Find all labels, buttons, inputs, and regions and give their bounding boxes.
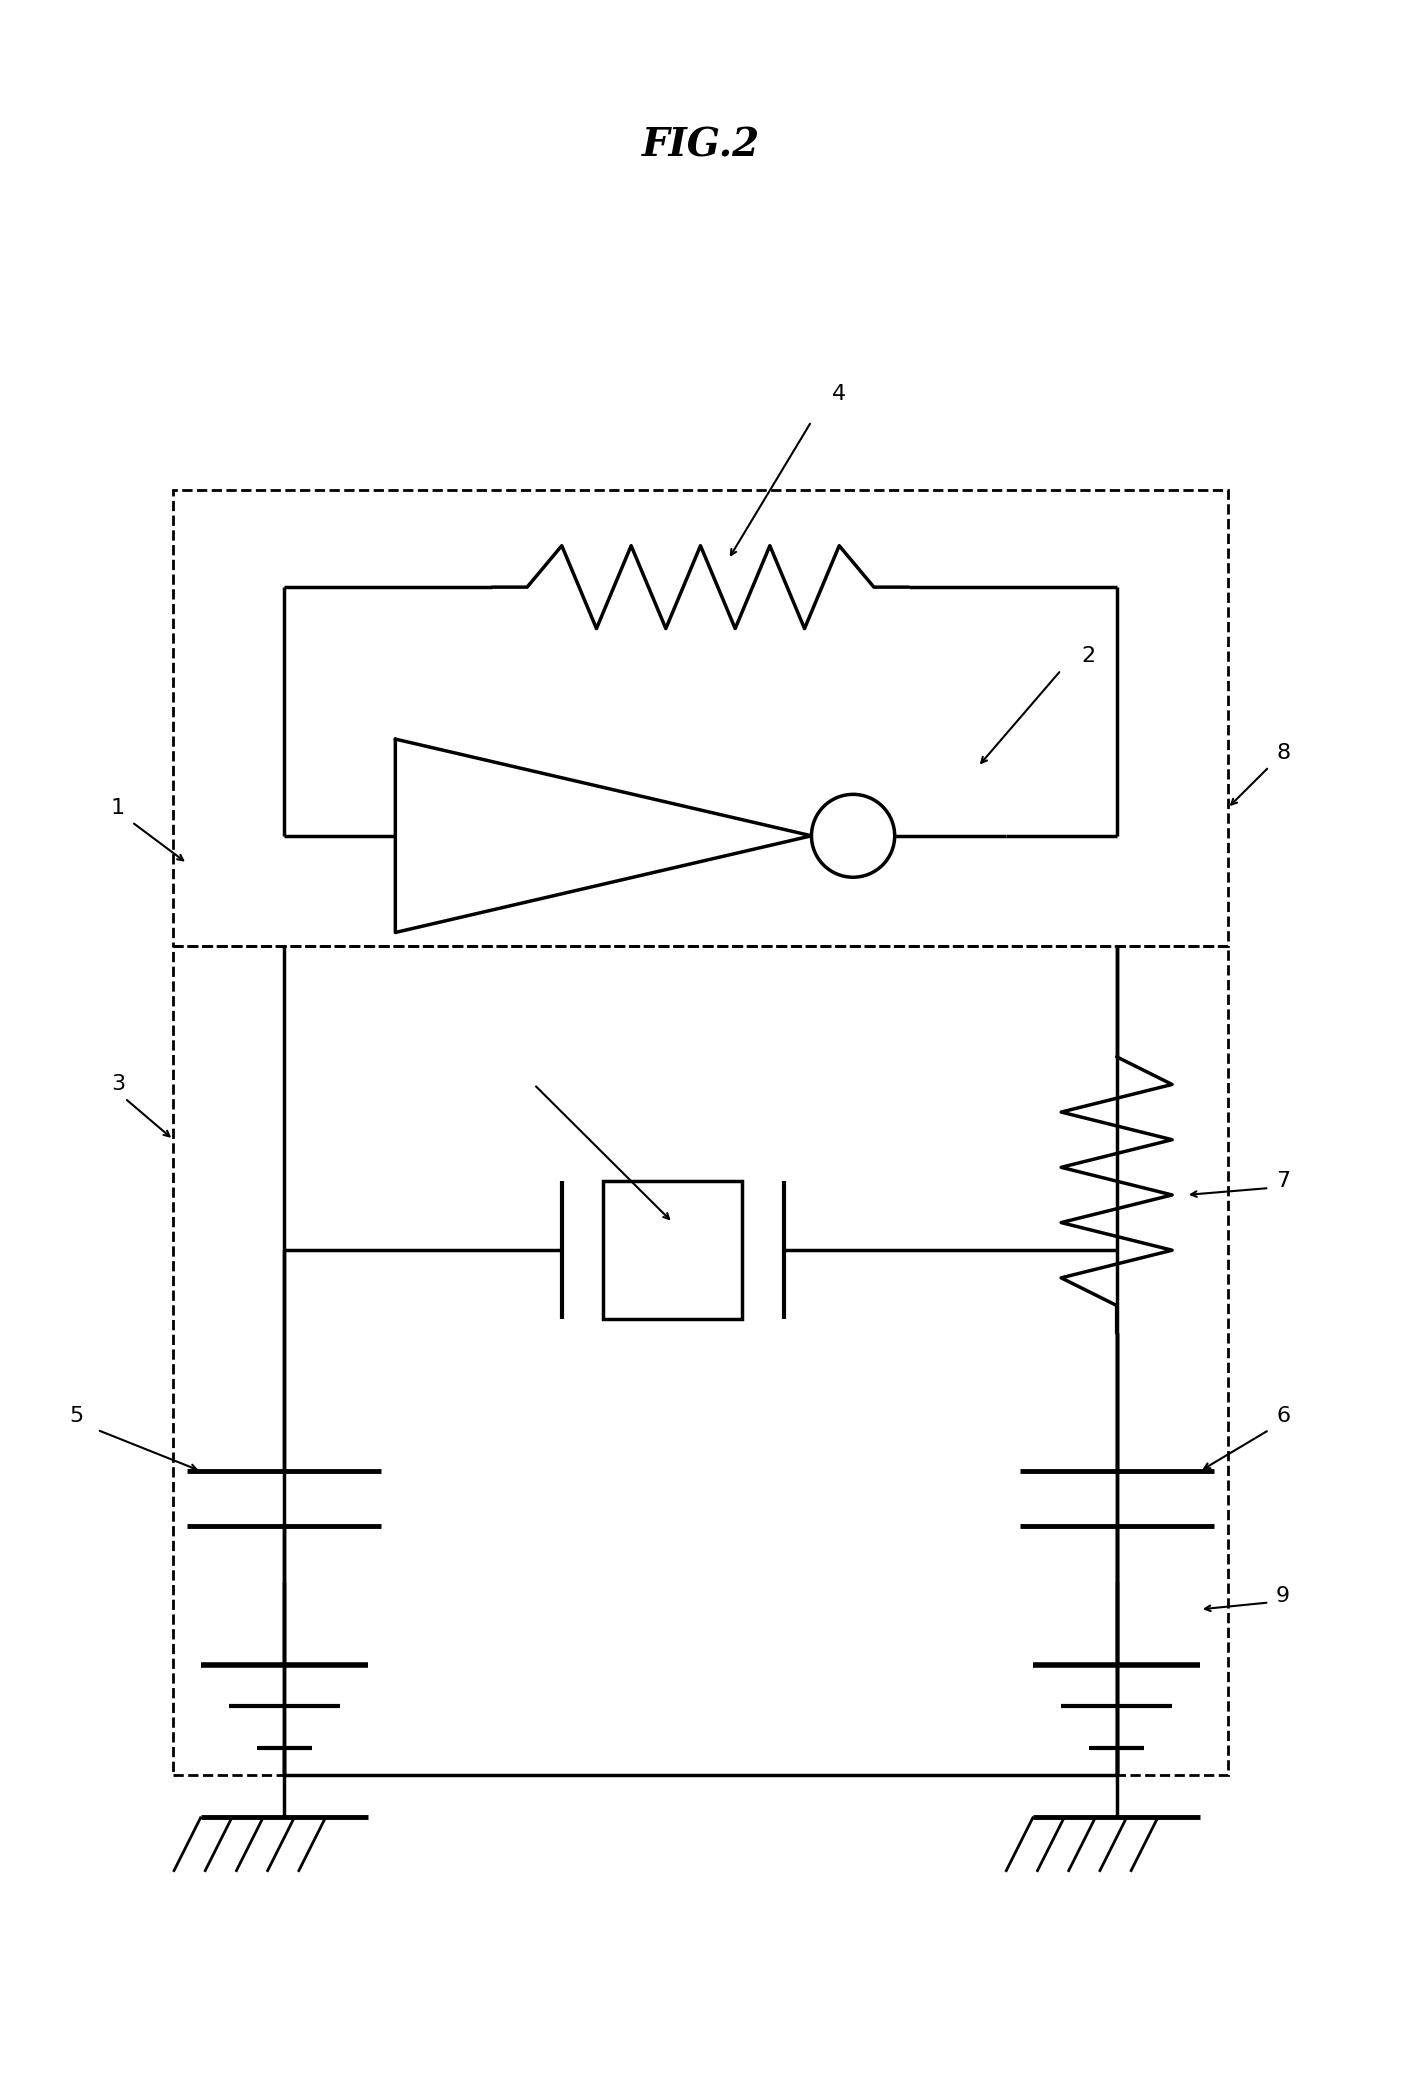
- Text: 7: 7: [1276, 1170, 1290, 1191]
- Bar: [604, 1181, 743, 1318]
- Text: 2: 2: [1082, 647, 1096, 665]
- Text: 5: 5: [69, 1406, 84, 1427]
- Text: 6: 6: [1276, 1406, 1290, 1427]
- Text: 4: 4: [832, 384, 846, 405]
- Text: FIG.2: FIG.2: [642, 125, 759, 165]
- Text: 8: 8: [1276, 743, 1290, 763]
- Bar: [174, 947, 1227, 1775]
- Text: 3: 3: [111, 1074, 125, 1095]
- Bar: [174, 490, 1227, 947]
- Text: 1: 1: [111, 799, 125, 818]
- Text: 9: 9: [1276, 1585, 1290, 1606]
